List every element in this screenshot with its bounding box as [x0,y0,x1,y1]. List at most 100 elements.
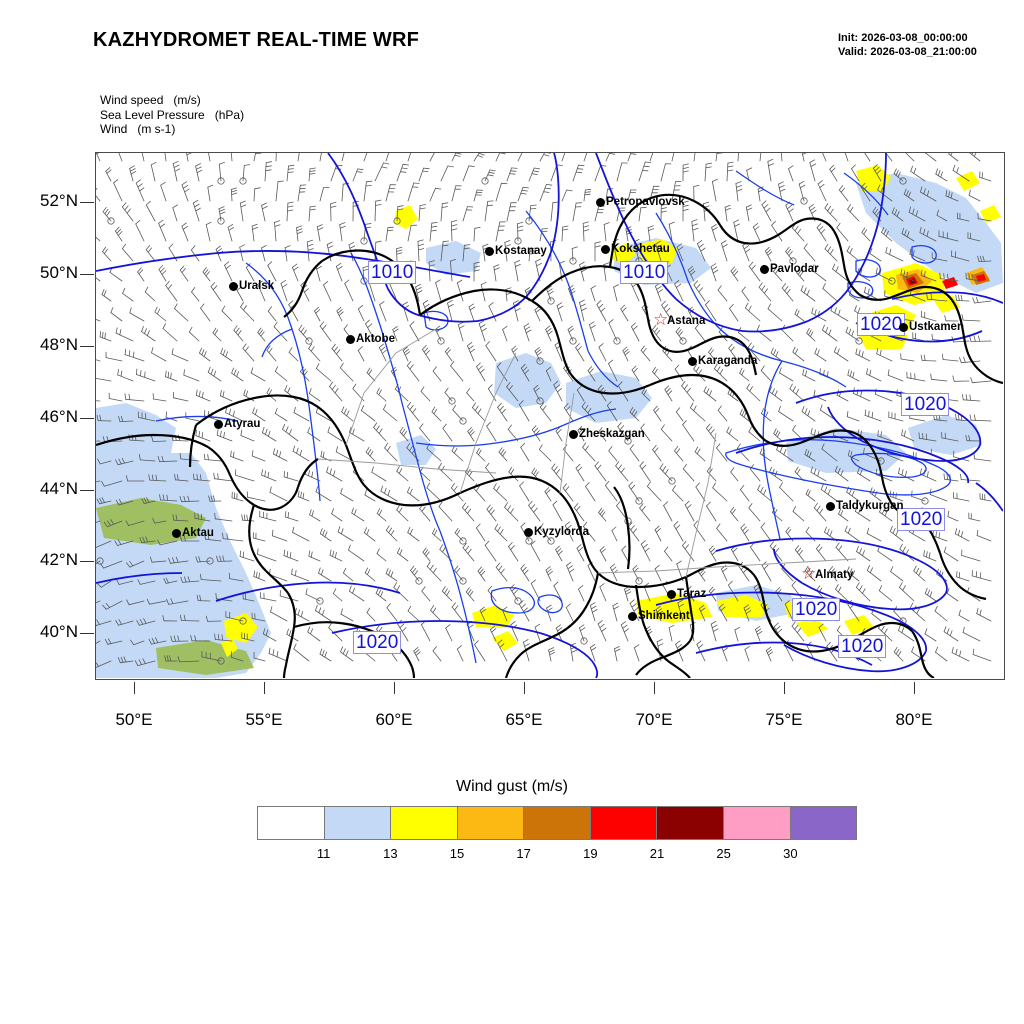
colorbar-swatch [722,807,790,839]
isobar-label-1020-taldykurgan: 1020 [897,508,946,531]
longitude-tick-label: 80°E [895,710,933,729]
isobar-label-1010-central: 1010 [620,261,669,284]
colorbar-swatch [456,807,524,839]
country-borders [96,193,1003,678]
isobar-contours [96,153,1003,678]
isobar-label-1020-southeast: 1020 [838,635,887,658]
longitude-tick-label: 65°E [505,710,543,729]
latitude-tick-label: 46°N [40,406,78,426]
city-dot-icon [596,198,605,207]
colorbar-ticks: 11 13 15 17 19 21 25 30 [257,846,857,866]
city-dot-icon [569,430,578,439]
longitude-tick [134,682,135,694]
colorbar-swatch [390,807,457,839]
longitude-tick [264,682,265,694]
city-dot-icon [760,265,769,274]
gust-shading-red [906,274,986,289]
city-label: Karaganda [698,355,758,367]
longitude-tick-label: 55°E [245,710,283,729]
city-label: Kokshetau [611,243,670,255]
city-label: Petropavlovsk [606,196,685,208]
colorbar-tick-label: 17 [516,846,531,861]
colorbar-swatch [656,807,723,839]
isobar-label-1020-east: 1020 [901,393,950,416]
latitude-tick [80,417,94,419]
isobar-label-1020-almaty: 1020 [792,598,841,621]
latitude-tick-label: 44°N [40,478,78,498]
valid-time-label: Valid: 2026-03-08_21:00:00 [838,46,977,58]
city-label: Kyzylorda [534,526,589,538]
city-label: Almaty [815,569,854,581]
latitude-tick-label: 42°N [40,550,78,570]
city-label: Taldykurgan [836,500,904,512]
city-label: Aktobe [356,333,395,345]
longitude-tick-label: 60°E [375,710,413,729]
city-label: Zheskazgan [579,428,645,440]
page-title: KAZHYDROMET REAL-TIME WRF [93,29,420,51]
city-dot-icon [172,529,181,538]
capital-star-icon: ☆ [801,564,817,583]
city-label: Astana [667,315,706,327]
city-label: Atyrau [224,418,261,430]
weather-map[interactable]: 1010 1010 1020 1020 1020 1020 1020 1020 … [95,152,1005,680]
colorbar-tick-label: 11 [316,846,331,861]
latitude-tick [80,274,94,276]
city-dot-icon [899,323,908,332]
city-label: Uralsk [239,280,275,292]
colorbar-tick-label: 25 [716,846,731,861]
city-dot-icon [601,245,610,254]
city-dot-icon [485,247,494,256]
longitude-tick-label: 75°E [765,710,803,729]
city-dot-icon [628,612,637,621]
colorbar-tick-label: 21 [649,846,665,861]
isobar-label-1020-ustkamen: 1020 [857,313,906,336]
latitude-tick [80,561,94,563]
colorbar-tick-label: 19 [583,846,598,861]
latitude-tick [80,633,94,635]
variable-sea-level-pressure: Sea Level Pressure (hPa) [100,107,245,122]
longitude-tick [654,682,655,694]
colorbar-title: Wind gust (m/s) [455,778,568,795]
latitude-tick-label: 50°N [40,263,78,283]
colorbar-tick-label: 30 [783,846,798,861]
city-label: Kostanay [495,245,547,257]
colorbar-swatch [589,807,657,839]
isobar-label-1010-west: 1010 [368,261,417,284]
longitude-tick [524,682,525,694]
colorbar-tick-label: 13 [383,846,398,861]
longitude-tick [914,682,915,694]
init-time-label: Init: 2026-03-08_00:00:00 [838,32,968,44]
latitude-tick-label: 48°N [40,334,78,354]
city-label: Pavlodar [770,263,819,275]
city-dot-icon [346,335,355,344]
city-dot-icon [524,528,533,537]
capital-star-icon: ☆ [653,310,669,329]
city-label: Taraz [677,588,707,600]
city-dot-icon [214,420,223,429]
colorbar[interactable] [257,806,857,840]
variable-list: Wind speed (m/s) Sea Level Pressure (hPa… [100,93,244,137]
map-canvas [96,153,1003,678]
isobar-label-1020-south: 1020 [353,631,402,654]
city-dot-icon [688,357,697,366]
colorbar-swatch [258,807,324,839]
latitude-tick-label: 40°N [40,622,78,642]
city-label: Shimkent [638,610,690,622]
longitude-tick-label: 50°E [115,710,153,729]
colorbar-swatch [523,807,590,839]
latitude-tick [80,202,94,204]
city-dot-icon [826,502,835,511]
colorbar-swatch [789,807,857,839]
colorbar-tick-label: 15 [449,846,465,861]
variable-wind: Wind (m s-1) [100,122,176,136]
city-label: Ustkamen [909,321,964,333]
longitude-tick [394,682,395,694]
latitude-tick [80,345,94,347]
variable-wind-speed: Wind speed (m/s) [100,93,201,107]
city-dot-icon [667,590,676,599]
city-dot-icon [229,282,238,291]
admin-boundaries [317,328,857,578]
colorbar-swatch [323,807,391,839]
longitude-tick-label: 70°E [635,710,673,729]
latitude-tick-label: 52°N [40,191,78,211]
